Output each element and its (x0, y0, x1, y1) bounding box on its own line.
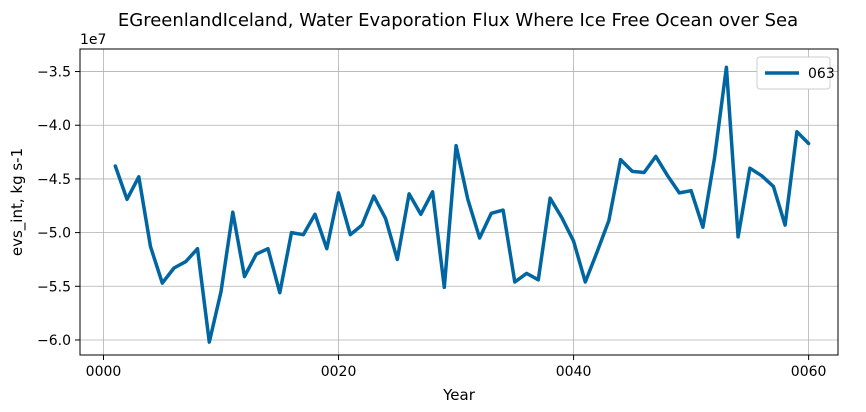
chart-title: EGreenlandIceland, Water Evaporation Flu… (118, 10, 798, 31)
x-tick-label: 0020 (321, 364, 357, 380)
y-tick-label: −4.5 (37, 172, 71, 188)
y-tick-label: −5.0 (37, 226, 71, 242)
y-tick-label: −3.5 (37, 65, 71, 81)
plot-frame (79, 48, 839, 356)
x-tick-label: 0040 (556, 364, 592, 380)
legend: 063 (756, 56, 835, 90)
y-axis-label: evs_int, kg s-1 (8, 148, 27, 256)
series-line-063 (113, 65, 811, 344)
y-offset-label: 1e7 (80, 32, 106, 48)
legend-label-063: 063 (808, 66, 835, 82)
series-layer (113, 65, 811, 344)
y-axis-ticks: −6.0 −5.5 −5.0 −4.5 −4.0 −3.5 (37, 65, 80, 349)
y-tick-label: −6.0 (37, 333, 71, 349)
y-tick-label: −5.5 (37, 279, 71, 295)
x-tick-label: 0060 (791, 364, 827, 380)
grid-lines (80, 49, 838, 355)
x-axis-label: Year (442, 386, 476, 404)
y-tick-label: −4.0 (37, 118, 71, 134)
x-axis-ticks: 0000 0020 0040 0060 (86, 355, 827, 380)
x-tick-label: 0000 (86, 364, 122, 380)
